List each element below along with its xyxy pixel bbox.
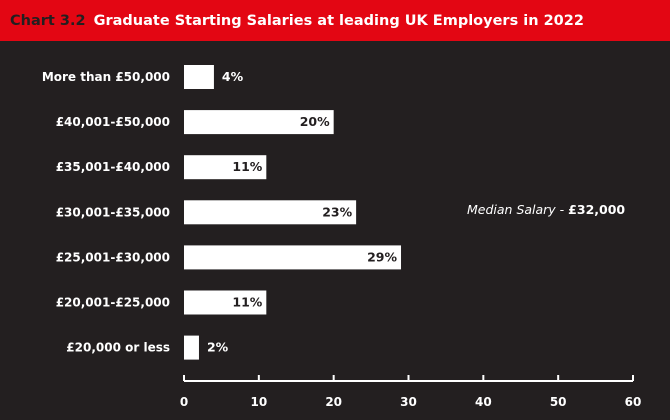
chart-header: Chart 3.2 Graduate Starting Salaries at … <box>0 0 670 41</box>
bar-value-label: 2% <box>207 340 229 355</box>
x-tick-label: 40 <box>475 395 492 409</box>
bar-value-label: 11% <box>232 159 262 174</box>
x-tick-label: 60 <box>625 395 642 409</box>
bar-value-label: 4% <box>222 69 244 84</box>
bar-value-label: 20% <box>300 114 330 129</box>
x-tick-label: 20 <box>325 395 342 409</box>
bar <box>184 155 267 180</box>
chart-number: Chart 3.2 <box>10 12 86 29</box>
bar <box>184 65 214 89</box>
bar <box>184 335 199 360</box>
category-label: £30,001-£35,000 <box>56 205 170 219</box>
median-salary-label: Median Salary - <box>467 202 569 217</box>
bar-value-label: 11% <box>232 295 262 310</box>
category-label: £40,001-£50,000 <box>56 115 170 129</box>
bar-value-label: 23% <box>322 204 352 219</box>
bar <box>184 200 357 225</box>
category-label: £25,001-£30,000 <box>56 250 170 264</box>
bar <box>184 110 334 135</box>
x-tick-label: 0 <box>180 395 188 409</box>
bar-value-label: 29% <box>367 249 397 264</box>
category-label: £35,001-£40,000 <box>56 160 170 174</box>
bar <box>184 245 402 270</box>
median-salary-annotation: Median Salary - £32,000 <box>467 202 625 217</box>
x-tick-label: 10 <box>250 395 267 409</box>
x-tick-label: 30 <box>400 395 417 409</box>
chart-title: Graduate Starting Salaries at leading UK… <box>93 12 584 29</box>
category-label: More than £50,000 <box>42 70 170 84</box>
category-label: £20,001-£25,000 <box>56 296 170 310</box>
median-salary-value: £32,000 <box>568 202 626 217</box>
category-label: £20,000 or less <box>66 341 170 355</box>
bar <box>184 290 267 315</box>
x-tick-label: 50 <box>550 395 567 409</box>
salary-bar-chart: More than £50,000 4% £40,001-£50,000 20% £35… <box>42 65 642 409</box>
